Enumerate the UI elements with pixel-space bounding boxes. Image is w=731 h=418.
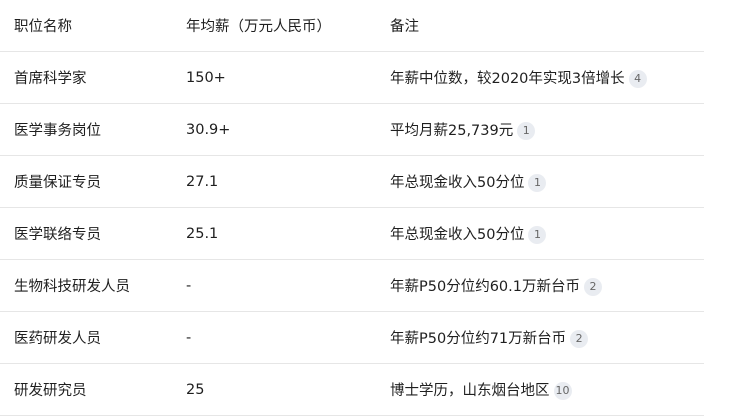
cell-salary: 27.1 xyxy=(186,155,390,208)
cell-title: 生物科技研发人员 xyxy=(0,259,186,312)
cell-note: 年总现金收入50分位 1 xyxy=(390,207,704,260)
header-salary: 年均薪（万元人民币） xyxy=(186,0,390,52)
citation-badge[interactable]: 2 xyxy=(570,330,589,348)
cell-salary: - xyxy=(186,311,390,364)
table-row: 医学联络专员 25.1 年总现金收入50分位 1 xyxy=(0,207,704,260)
cell-salary: 150+ xyxy=(186,51,390,104)
table-row: 生物科技研发人员 - 年薪P50分位约60.1万新台币 2 xyxy=(0,259,704,312)
cell-title: 首席科学家 xyxy=(0,51,186,104)
cell-salary: 30.9+ xyxy=(186,103,390,156)
citation-badge[interactable]: 2 xyxy=(583,278,602,296)
cell-salary: - xyxy=(186,259,390,312)
cell-note: 年薪中位数，较2020年实现3倍增长 4 xyxy=(390,51,704,104)
cell-note: 博士学历，山东烟台地区 10 xyxy=(390,363,704,416)
citation-badge[interactable]: 4 xyxy=(628,70,647,88)
citation-badge[interactable]: 10 xyxy=(553,382,572,400)
cell-title: 质量保证专员 xyxy=(0,155,186,208)
cell-note: 年总现金收入50分位 1 xyxy=(390,155,704,208)
citation-badge[interactable]: 1 xyxy=(528,174,547,192)
note-text: 年总现金收入50分位 xyxy=(390,175,525,191)
cell-note: 平均月薪25,739元 1 xyxy=(390,103,704,156)
salary-table: 职位名称 年均薪（万元人民币） 备注 首席科学家 150+ 年薪中位数，较202… xyxy=(0,0,704,416)
citation-badge[interactable]: 1 xyxy=(528,226,547,244)
table-row: 首席科学家 150+ 年薪中位数，较2020年实现3倍增长 4 xyxy=(0,51,704,104)
table-header-row: 职位名称 年均薪（万元人民币） 备注 xyxy=(0,0,704,52)
cell-title: 研发研究员 xyxy=(0,363,186,416)
table-row: 研发研究员 25 博士学历，山东烟台地区 10 xyxy=(0,363,704,416)
cell-title: 医药研发人员 xyxy=(0,311,186,364)
cell-note: 年薪P50分位约71万新台币 2 xyxy=(390,311,704,364)
table-row: 医学事务岗位 30.9+ 平均月薪25,739元 1 xyxy=(0,103,704,156)
note-text: 博士学历，山东烟台地区 xyxy=(390,383,550,399)
header-title: 职位名称 xyxy=(0,0,186,52)
cell-salary: 25.1 xyxy=(186,207,390,260)
citation-badge[interactable]: 1 xyxy=(517,122,536,140)
note-text: 平均月薪25,739元 xyxy=(390,123,514,139)
cell-note: 年薪P50分位约60.1万新台币 2 xyxy=(390,259,704,312)
cell-title: 医学事务岗位 xyxy=(0,103,186,156)
note-text: 年薪P50分位约60.1万新台币 xyxy=(390,279,580,295)
note-text: 年总现金收入50分位 xyxy=(390,227,525,243)
header-note: 备注 xyxy=(390,0,704,52)
note-text: 年薪P50分位约71万新台币 xyxy=(390,331,567,347)
cell-salary: 25 xyxy=(186,363,390,416)
cell-title: 医学联络专员 xyxy=(0,207,186,260)
table-row: 医药研发人员 - 年薪P50分位约71万新台币 2 xyxy=(0,311,704,364)
note-text: 年薪中位数，较2020年实现3倍增长 xyxy=(390,71,625,87)
table-row: 质量保证专员 27.1 年总现金收入50分位 1 xyxy=(0,155,704,208)
